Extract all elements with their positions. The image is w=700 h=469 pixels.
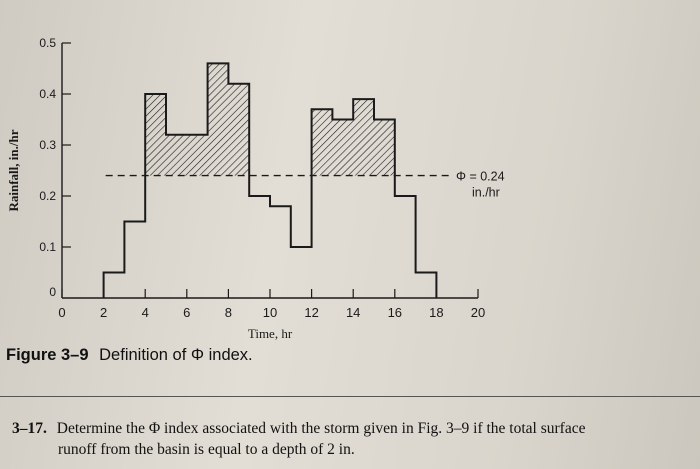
- excess-area-4: [207, 63, 229, 176]
- y-axis-title: Rainfall, in./hr: [6, 129, 21, 211]
- excess-area-9: [311, 109, 333, 176]
- rainfall-hyetograph-chart: 0 2 4 6 8 10 12 14 16 18 20 0 0.1 0.2 0.3 0.4 0.5 Time, h…: [6, 36, 505, 341]
- phi-index-unit: in./hr: [472, 186, 500, 200]
- problem-line-2: runoff from the basin is equal to a dept…: [58, 441, 355, 458]
- problem-number: 3–17.: [12, 420, 47, 437]
- section-divider: [0, 396, 700, 397]
- x-tick-label-14: 14: [346, 305, 360, 320]
- y-tick-label-0.1: 0.1: [39, 240, 56, 254]
- excess-area-11: [353, 99, 374, 176]
- hyetograph-outline: [102, 62, 438, 298]
- figure-caption: Figure 3–9 Definition of Φ index.: [6, 346, 253, 365]
- problem-line-1: Determine the Φ index associated with th…: [56, 420, 586, 437]
- excess-area-2: [145, 94, 166, 176]
- phi-index-label: Φ = 0.24: [456, 170, 505, 184]
- y-tick-label-0.5: 0.5: [39, 36, 56, 50]
- x-tick-label-20: 20: [471, 305, 485, 320]
- x-tick-label-18: 18: [429, 305, 443, 320]
- y-tick-label-0.4: 0.4: [39, 87, 56, 101]
- x-tick-label-2: 2: [100, 305, 107, 320]
- excess-area-10: [332, 119, 354, 176]
- x-tick-label-12: 12: [304, 305, 318, 320]
- problem-statement: 3–17. Determine the Φ index associated w…: [12, 418, 692, 460]
- y-tick-label-0.2: 0.2: [39, 189, 56, 203]
- figure-label: Figure 3–9: [6, 346, 89, 364]
- x-axis-title: Time, hr: [248, 326, 293, 341]
- y-tick-label-0: 0: [49, 285, 56, 299]
- x-tick-label-4: 4: [142, 305, 149, 320]
- figure-caption-text: Definition of Φ index.: [99, 346, 253, 364]
- x-tick-label-8: 8: [225, 305, 232, 320]
- y-tick-label-0.3: 0.3: [39, 138, 56, 152]
- excess-area-3: [166, 134, 208, 176]
- x-tick-label-0: 0: [58, 305, 65, 320]
- excess-area-12: [374, 119, 395, 176]
- excess-area-5: [228, 83, 250, 176]
- x-tick-label-10: 10: [263, 305, 277, 320]
- x-tick-label-16: 16: [388, 305, 402, 320]
- x-tick-label-6: 6: [183, 305, 190, 320]
